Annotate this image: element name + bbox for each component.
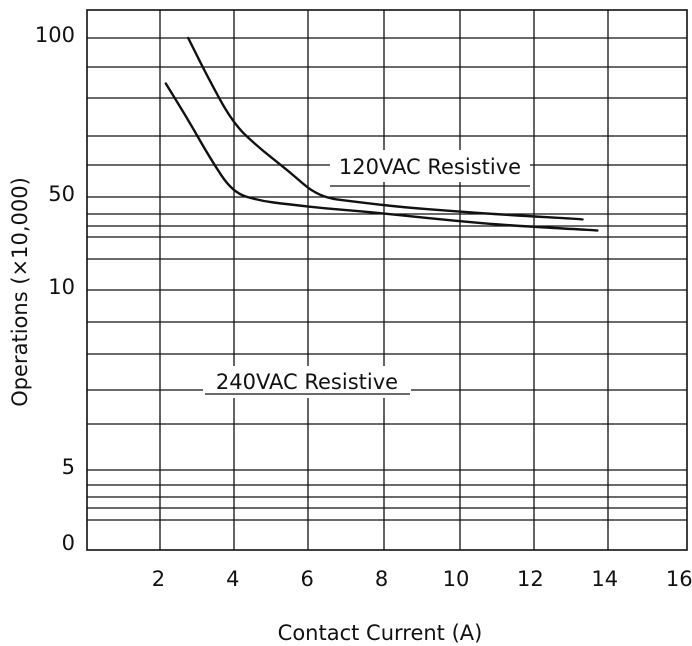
x-tick-label: 16	[666, 567, 692, 591]
curves	[164, 36, 599, 232]
series-120vac-line	[187, 36, 584, 221]
y-tick-label: 5	[62, 455, 75, 479]
x-axis-title: Contact Current (A)	[278, 621, 483, 645]
y-tick-label: 10	[48, 275, 75, 299]
grid	[87, 10, 687, 550]
annotation-background	[203, 366, 411, 398]
y-tick-label: 0	[62, 531, 75, 555]
annotation-240vac-label: 240VAC Resistive	[216, 370, 398, 394]
x-tick-label: 4	[226, 567, 239, 591]
annotation-120vac-label: 120VAC Resistive	[339, 155, 521, 179]
y-axis-title: Operations (×10,000)	[8, 177, 32, 407]
x-tick-label: 10	[443, 567, 470, 591]
y-tick-label: 50	[48, 182, 75, 206]
plot-frame	[86, 9, 688, 551]
series-240vac-line	[164, 82, 599, 232]
annotation-background	[330, 150, 530, 182]
x-tick-label: 8	[375, 567, 388, 591]
x-tick-label: 6	[301, 567, 314, 591]
y-tick-label: 100	[35, 23, 75, 47]
x-tick-label: 12	[517, 567, 544, 591]
x-tick-label: 14	[591, 567, 618, 591]
x-tick-label: 2	[152, 567, 165, 591]
